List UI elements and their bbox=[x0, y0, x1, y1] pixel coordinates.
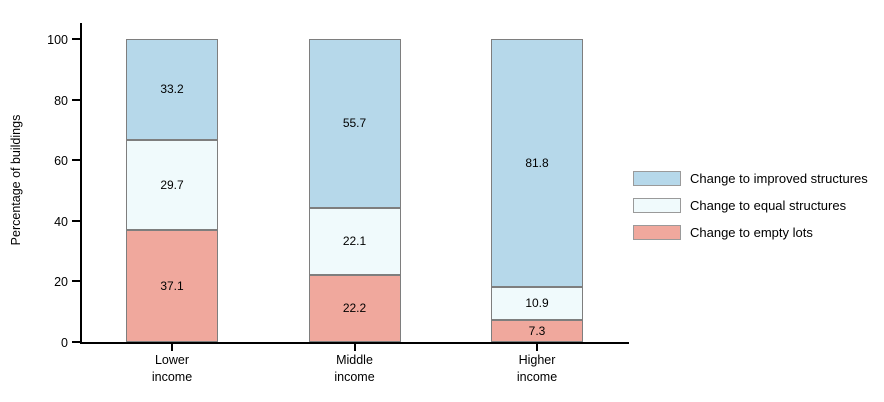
legend-swatch bbox=[633, 171, 681, 186]
y-tick-label: 20 bbox=[54, 275, 68, 290]
legend-swatch bbox=[633, 198, 681, 213]
bar-value-label: 81.8 bbox=[525, 155, 549, 170]
y-tick-label: 80 bbox=[54, 93, 68, 108]
bar-value-label: 22.1 bbox=[342, 234, 367, 249]
legend-swatch bbox=[633, 225, 681, 240]
x-axis-category-label: Middle income bbox=[334, 353, 375, 384]
y-axis-line bbox=[80, 23, 82, 344]
y-tick bbox=[72, 219, 80, 222]
bar-segment bbox=[126, 139, 218, 230]
bar-segment bbox=[126, 229, 218, 342]
bar-value-label: 33.2 bbox=[160, 82, 184, 97]
y-tick bbox=[72, 159, 80, 162]
bar-segment bbox=[308, 274, 401, 342]
x-axis-category-label: Lower income bbox=[151, 353, 193, 384]
y-tick-label: 0 bbox=[61, 336, 68, 350]
y-tick bbox=[72, 38, 80, 40]
legend-item: Change to equal structures bbox=[633, 198, 868, 213]
bar-value-label: 10.9 bbox=[525, 296, 549, 311]
legend-label: Change to empty lots bbox=[690, 225, 813, 240]
bar-segment bbox=[491, 319, 583, 342]
bar-segment bbox=[491, 286, 583, 320]
x-tick bbox=[171, 344, 173, 351]
bar-value-label: 37.1 bbox=[160, 278, 184, 293]
legend-item: Change to empty lots bbox=[633, 225, 868, 240]
legend-label: Change to improved structures bbox=[690, 171, 868, 186]
bar-segment bbox=[308, 207, 401, 275]
y-tick-label: 60 bbox=[54, 154, 68, 169]
y-tick bbox=[72, 280, 80, 283]
y-tick bbox=[72, 98, 80, 101]
legend-label: Change to equal structures bbox=[690, 198, 847, 213]
y-axis-title: Percentage of buildings bbox=[9, 114, 23, 246]
legend-item: Change to improved structures bbox=[633, 171, 868, 186]
y-tick-label: 40 bbox=[54, 214, 68, 229]
bar-value-label: 7.3 bbox=[528, 323, 546, 338]
legend: Change to improved structures Change to e… bbox=[633, 171, 868, 252]
x-tick bbox=[536, 344, 538, 351]
x-tick bbox=[353, 344, 356, 351]
x-axis-category-label: Higher income bbox=[516, 353, 558, 384]
bar-value-label: 29.7 bbox=[160, 177, 184, 192]
y-tick bbox=[72, 341, 80, 343]
x-axis-line bbox=[80, 342, 629, 344]
y-tick-label: 100 bbox=[47, 33, 68, 47]
bar-value-label: 22.2 bbox=[342, 301, 367, 316]
bar-segment bbox=[491, 39, 583, 287]
bar-segment bbox=[308, 39, 401, 208]
bar-value-label: 55.7 bbox=[342, 116, 367, 131]
bar-segment bbox=[126, 39, 218, 140]
